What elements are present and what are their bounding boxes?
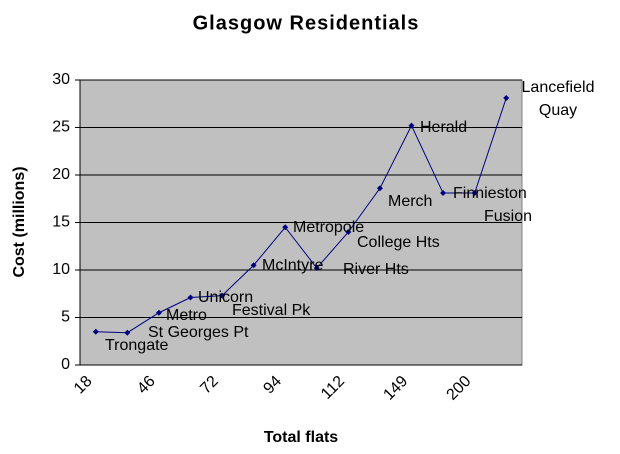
point-label: Fusion	[484, 208, 532, 225]
x-tick-label: 149	[380, 373, 411, 404]
y-tick-label: 10	[52, 261, 70, 278]
point	[408, 122, 415, 129]
line-series	[95, 97, 507, 334]
y-axis-title: Cost (millions)	[11, 166, 28, 277]
point-label: Trongate	[105, 337, 169, 354]
point	[155, 309, 162, 316]
x-tick-label: 94	[260, 373, 285, 398]
point-label: College Hts	[357, 234, 440, 251]
y-tick-label: 30	[52, 71, 70, 88]
point	[124, 329, 131, 336]
point-label: Herald	[420, 119, 467, 136]
chart-title: Glasgow Residentials	[193, 12, 420, 34]
x-tick-label: 112	[318, 373, 348, 403]
x-axis-title: Total flats	[264, 429, 338, 446]
point	[187, 294, 194, 301]
point-label: St Georges Pt	[148, 324, 249, 341]
y-tick-label: 0	[61, 356, 70, 373]
point-label: River Hts	[343, 261, 409, 278]
point	[282, 224, 289, 231]
point	[219, 292, 226, 299]
point-label: Merch	[388, 193, 432, 210]
y-tick-label: 5	[61, 309, 70, 326]
point-label: Finnieston	[453, 185, 527, 202]
point-label: Unicorn	[198, 289, 253, 306]
x-tick-label: 72	[197, 373, 222, 398]
point	[92, 328, 99, 335]
x-tick-label: 18	[71, 373, 96, 398]
x-tick-label: 46	[134, 373, 159, 398]
y-tick-label: 15	[52, 214, 70, 231]
x-tick-label: 200	[444, 373, 475, 404]
y-tick-label: 25	[52, 119, 70, 136]
point	[376, 185, 383, 192]
point	[503, 95, 510, 102]
point-label: Metro	[166, 307, 207, 324]
point-label: Festival Pk	[232, 302, 311, 319]
y-tick-label: 20	[52, 166, 70, 183]
point	[345, 229, 352, 235]
point	[313, 265, 320, 272]
point-label: Metropole	[293, 219, 364, 236]
point	[440, 190, 447, 197]
point-label: McIntyre	[262, 257, 323, 274]
point-label: Lancefield Quay	[521, 79, 595, 119]
point	[250, 262, 257, 269]
point	[471, 190, 478, 197]
